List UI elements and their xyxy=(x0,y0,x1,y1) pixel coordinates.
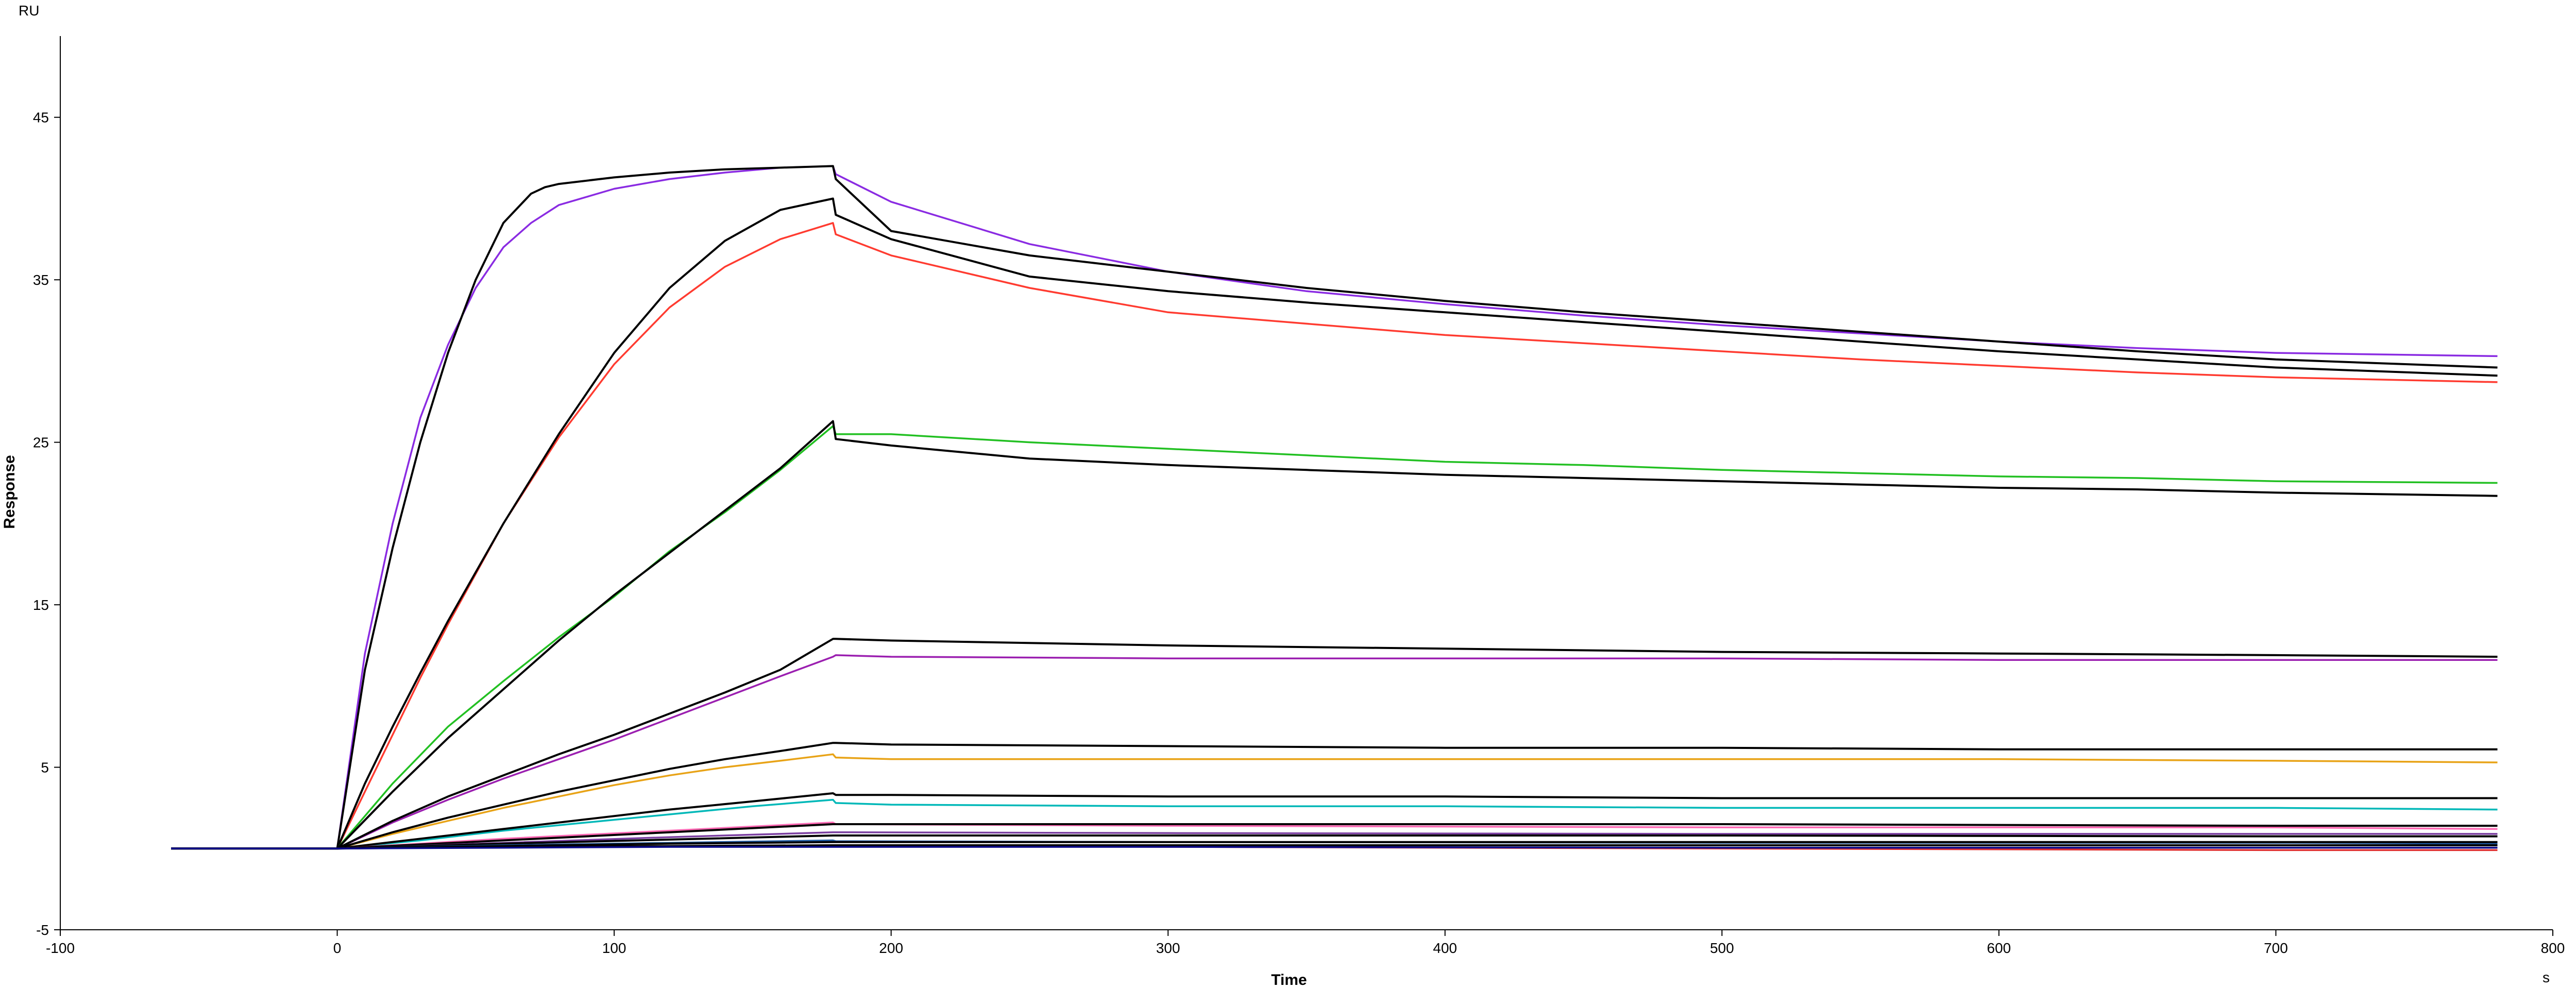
y-axis-title: Response xyxy=(1,455,18,528)
response-curve-6 xyxy=(171,654,2498,850)
response-curve-8 xyxy=(171,753,2498,850)
plot-lines xyxy=(171,165,2498,851)
x-axis-title: Time xyxy=(1271,971,1307,988)
x-tick-label: 100 xyxy=(602,940,626,956)
x-ticks: -100 0 100 200 300 400 500 600 700 800 xyxy=(46,930,2565,956)
x-tick-label: 0 xyxy=(333,940,342,956)
x-tick-label: 500 xyxy=(1710,940,1734,956)
x-tick-label: 600 xyxy=(1987,940,2011,956)
response-curve-10 xyxy=(171,798,2498,850)
y-tick-label: 15 xyxy=(33,597,49,613)
x-axis-unit: s xyxy=(2543,969,2550,985)
x-tick-label: 300 xyxy=(1156,940,1180,956)
fit-curve-3 xyxy=(171,197,2498,850)
fit-curve-11 xyxy=(171,792,2498,850)
y-axis-unit: RU xyxy=(19,3,39,19)
y-tick-label: -5 xyxy=(36,922,49,938)
fit-curve-13 xyxy=(171,823,2498,850)
y-tick-label: 25 xyxy=(33,435,49,451)
x-tick-label: -100 xyxy=(46,940,75,956)
y-tick-label: 35 xyxy=(33,272,49,288)
fit-curve-9 xyxy=(171,742,2498,850)
fit-curve-5 xyxy=(171,420,2498,850)
y-ticks: -5 5 15 25 35 45 xyxy=(33,110,60,938)
fit-curve-2 xyxy=(171,165,2498,850)
y-tick-label: 45 xyxy=(33,110,49,126)
x-tick-label: 700 xyxy=(2264,940,2288,956)
response-curve-20 xyxy=(171,846,2498,850)
x-tick-label: 800 xyxy=(2541,940,2565,956)
x-tick-label: 200 xyxy=(879,940,903,956)
response-curve-1 xyxy=(171,222,2498,850)
axes: -5 5 15 25 35 45 -100 0 100 200 300 400 500 600 700 80… xyxy=(33,36,2565,956)
response-curve-4 xyxy=(171,425,2498,850)
x-tick-label: 400 xyxy=(1433,940,1457,956)
y-tick-label: 5 xyxy=(41,760,49,776)
fit-curve-7 xyxy=(171,638,2498,850)
